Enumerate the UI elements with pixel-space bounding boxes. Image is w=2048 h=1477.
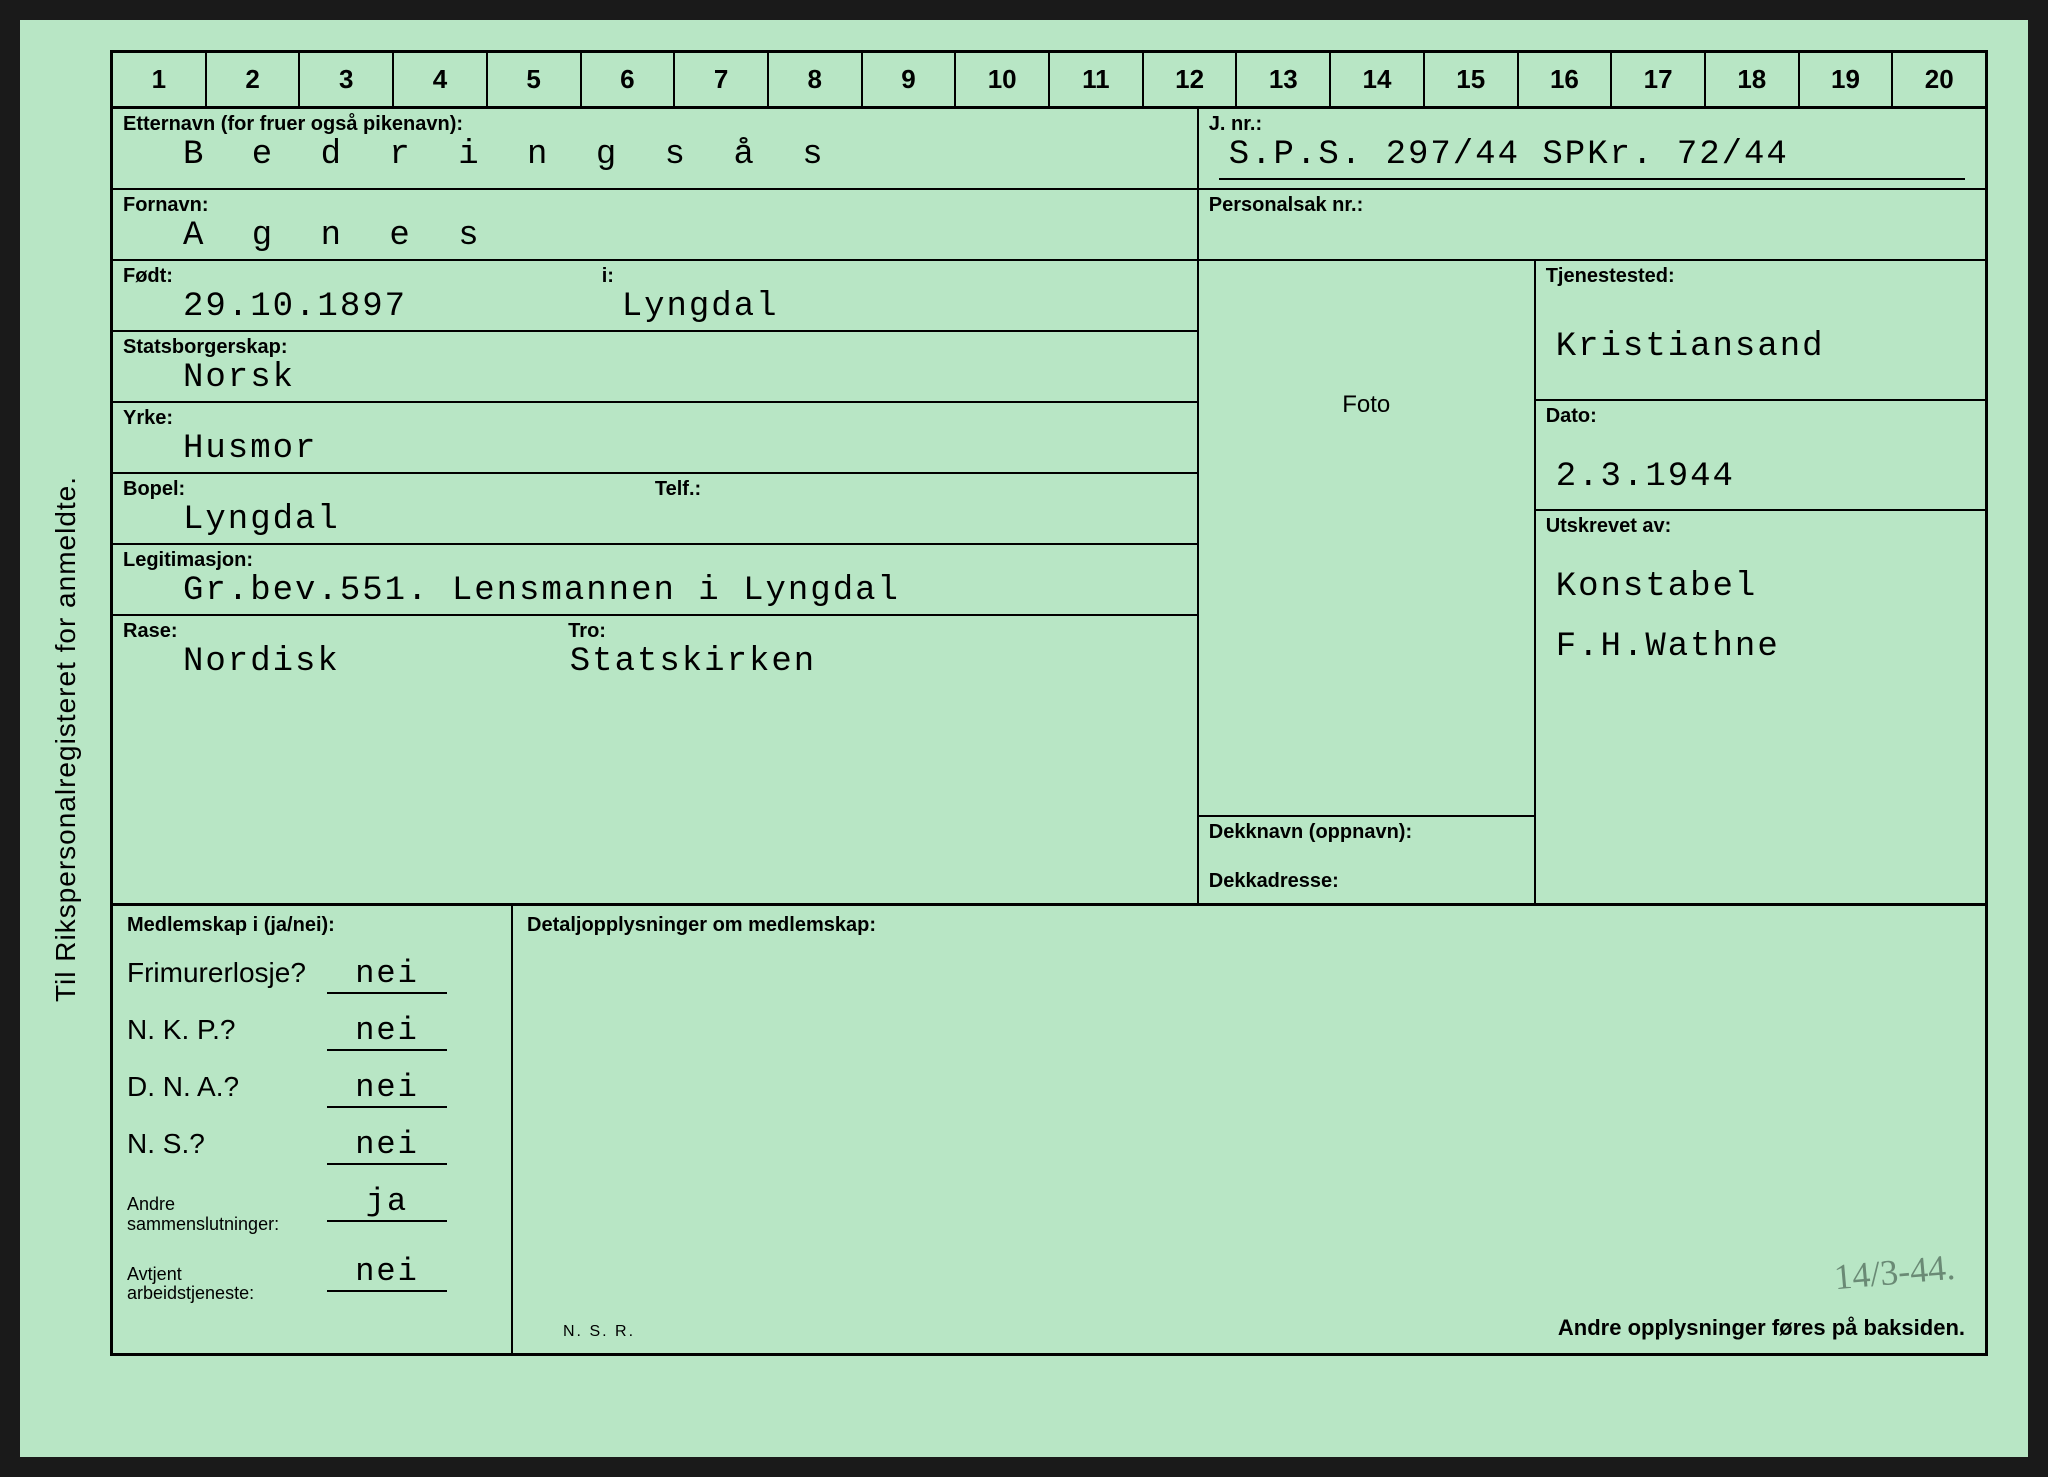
tjenestested-value: Kristiansand: [1546, 328, 1975, 368]
ruler-cell: 12: [1144, 53, 1238, 106]
side-title: Til Rikspersonalregisteret for anmeldte.: [50, 475, 82, 1001]
firstname-value: A g n e s: [123, 217, 1187, 257]
dato-value: 2.3.1944: [1546, 458, 1975, 498]
surname-label: Etternavn (for fruer også pikenavn):: [123, 113, 1187, 136]
ruler-cell: 13: [1237, 53, 1331, 106]
personalsak-cell: Personalsak nr.:: [1199, 190, 1985, 259]
jnr-value: S.P.S. 297/44 SPKr. 72/44: [1219, 136, 1965, 176]
ruler-cell: 9: [863, 53, 957, 106]
race-label: Rase:: [123, 620, 1187, 643]
ruler-cell: 15: [1425, 53, 1519, 106]
tjenestested-label: Tjenestested:: [1546, 265, 1975, 288]
firstname-label: Fornavn:: [123, 194, 1187, 217]
citizenship-value: Norsk: [123, 359, 1187, 399]
born-value: 29.10.1897: [123, 288, 602, 328]
dekknavn-label: Dekknavn (oppnavn):: [1209, 821, 1524, 844]
andre-label: Andre sammenslutninger:: [127, 1195, 327, 1235]
dna-label: D. N. A.?: [127, 1071, 327, 1103]
dna-value: nei: [327, 1069, 447, 1108]
ruler-cell: 19: [1800, 53, 1894, 106]
born-label: Født:: [123, 265, 602, 288]
frimurer-label: Frimurerlosje?: [127, 957, 327, 989]
ruler-cell: 1: [113, 53, 207, 106]
ruler-cell: 10: [956, 53, 1050, 106]
nsr-marker: N. S. R.: [563, 1323, 635, 1341]
ruler-cell: 20: [1893, 53, 1985, 106]
frimurer-value: nei: [327, 955, 447, 994]
nkp-label: N. K. P.?: [127, 1014, 327, 1046]
residence-value: Lyngdal: [123, 501, 1187, 541]
ruler-cell: 17: [1612, 53, 1706, 106]
utskrevet-label: Utskrevet av:: [1546, 515, 1975, 538]
citizenship-label: Statsborgerskap:: [123, 336, 1187, 359]
details-label: Detaljopplysninger om medlemskap:: [527, 914, 1971, 937]
dekkadresse-label: Dekkadresse:: [1209, 870, 1524, 893]
ruler-cell: 11: [1050, 53, 1144, 106]
surname-cell: Etternavn (for fruer også pikenavn): B e…: [113, 109, 1199, 188]
utskrevet-value-2: F.H.Wathne: [1546, 628, 1975, 668]
footer-note: Andre opplysninger føres på baksiden.: [1558, 1315, 1965, 1341]
firstname-cell: Fornavn: A g n e s: [113, 190, 1199, 259]
ruler-cell: 4: [394, 53, 488, 106]
utskrevet-value-1: Konstabel: [1546, 568, 1975, 608]
ruler-cell: 3: [300, 53, 394, 106]
column-ruler: 1 2 3 4 5 6 7 8 9 10 11 12 13 14 15 16 1…: [110, 50, 1988, 106]
personalsak-value: [1209, 217, 1975, 257]
avtjent-label: Avtjent arbeidstjeneste:: [127, 1265, 327, 1305]
ruler-cell: 6: [582, 53, 676, 106]
membership-details: Detaljopplysninger om medlemskap: N. S. …: [513, 906, 1985, 1353]
jnr-cell: J. nr.: S.P.S. 297/44 SPKr. 72/44: [1199, 109, 1985, 188]
pencil-annotation: 14/3-44.: [1832, 1246, 1956, 1298]
occupation-label: Yrke:: [123, 407, 1187, 430]
personalsak-label: Personalsak nr.:: [1209, 194, 1975, 217]
ruler-cell: 16: [1519, 53, 1613, 106]
legitimation-label: Legitimasjon:: [123, 549, 1187, 572]
jnr-label: J. nr.:: [1209, 113, 1975, 136]
registration-card: Til Rikspersonalregisteret for anmeldte.…: [20, 20, 2028, 1457]
occupation-value: Husmor: [123, 430, 1187, 470]
ruler-cell: 18: [1706, 53, 1800, 106]
faith-value: Statskirken: [570, 643, 816, 683]
ruler-cell: 2: [207, 53, 301, 106]
dato-label: Dato:: [1546, 405, 1975, 428]
membership-label: Medlemskap i (ja/nei):: [127, 914, 497, 937]
ruler-cell: 8: [769, 53, 863, 106]
avtjent-value: nei: [327, 1253, 447, 1292]
ruler-cell: 5: [488, 53, 582, 106]
photo-placeholder: Foto: [1199, 391, 1534, 419]
andre-value: ja: [327, 1183, 447, 1222]
legitimation-value: Gr.bev.551. Lensmannen i Lyngdal: [123, 572, 1187, 612]
ns-value: nei: [327, 1126, 447, 1165]
membership-questions: Medlemskap i (ja/nei): Frimurerlosje? ne…: [113, 906, 513, 1353]
faith-label: Tro:: [568, 620, 606, 643]
membership-section: Medlemskap i (ja/nei): Frimurerlosje? ne…: [110, 906, 1988, 1356]
surname-value: B e d r i n g s å s: [123, 136, 1187, 176]
race-value: Nordisk: [123, 643, 570, 683]
phone-label: Telf.:: [655, 478, 701, 501]
ruler-cell: 14: [1331, 53, 1425, 106]
born-in-label: i:: [602, 265, 1187, 288]
nkp-value: nei: [327, 1012, 447, 1051]
ns-label: N. S.?: [127, 1128, 327, 1160]
form-body: Etternavn (for fruer også pikenavn): B e…: [110, 106, 1988, 906]
ruler-cell: 7: [675, 53, 769, 106]
born-place-value: Lyngdal: [602, 288, 1187, 328]
